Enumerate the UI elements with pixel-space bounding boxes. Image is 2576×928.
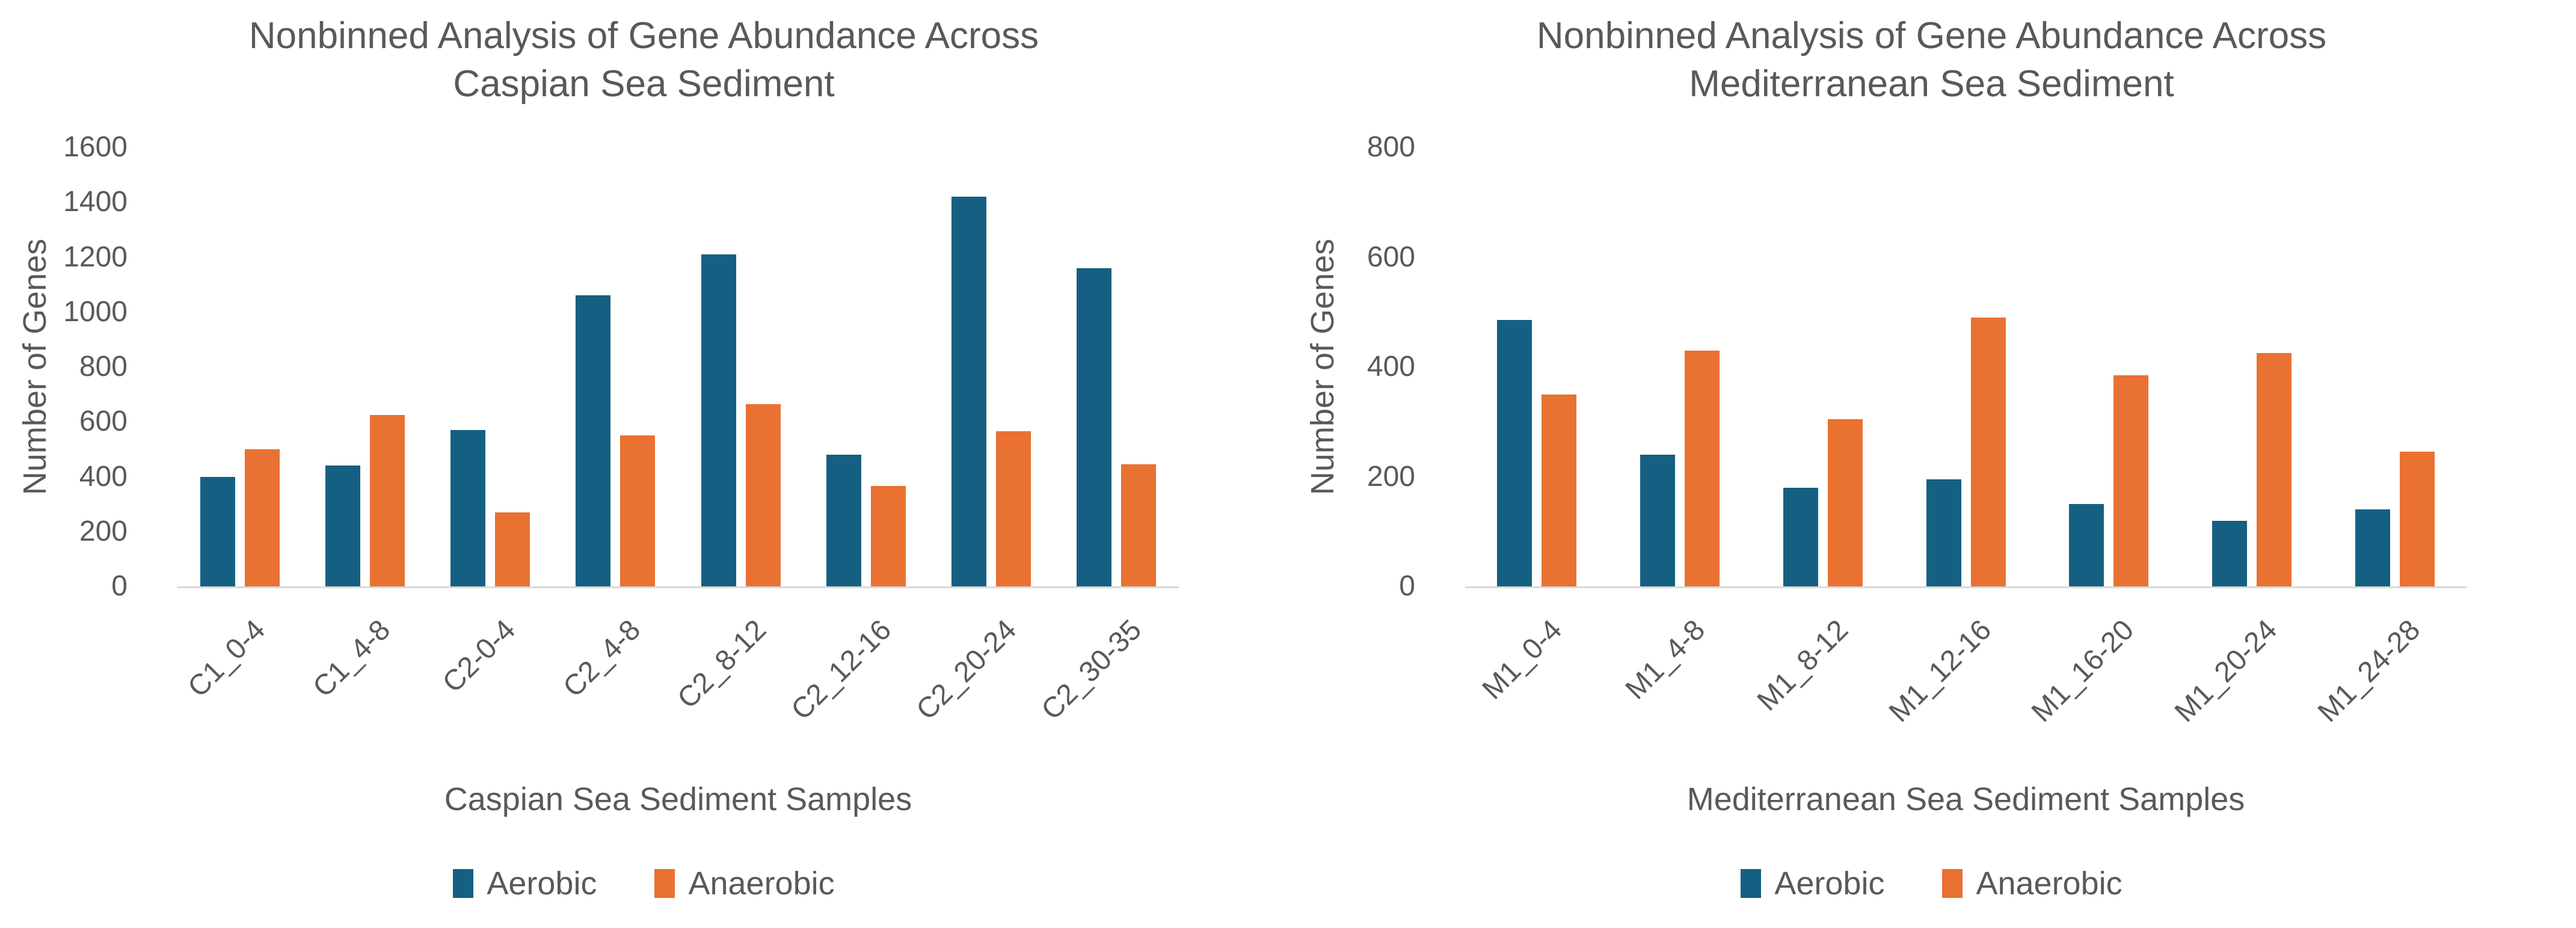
plot-area [177,147,1179,588]
bar-anaerobic-C2-0-4[interactable] [495,512,530,586]
bar-group-C2_4-8 [553,147,678,586]
bars-container [1465,147,2467,586]
y-tick-label: 1200 [63,241,128,273]
y-tick-label: 400 [79,460,128,493]
bar-anaerobic-M1_0-4[interactable] [1541,394,1576,586]
bar-group-C2_30-35 [1054,147,1179,586]
bar-aerobic-M1_24-28[interactable] [2355,509,2391,586]
y-tick-label: 1600 [63,131,128,163]
bar-group-M1_24-28 [2323,147,2467,586]
legend-label-anaerobic: Anaerobic [1976,865,2123,902]
bar-aerobic-M1_16-20[interactable] [2069,504,2104,586]
y-axis-tick-labels: 0 200 400 600 800 [1288,131,1439,602]
bar-aerobic-C2_12-16[interactable] [826,455,861,586]
bar-anaerobic-M1_4-8[interactable] [1684,350,1720,586]
x-axis-labels: C1_0-4 C1_4-8 C2-0-4 C2_4-8 C2_8-12 C2_12-16 C… [177,600,1179,781]
aerobic-swatch-icon [453,869,474,898]
y-tick-label: 200 [79,515,128,547]
aerobic-swatch-icon [1741,869,1762,898]
y-tick-label: 1400 [63,186,128,218]
bar-group-M1_0-4 [1465,147,1608,586]
bar-group-C1_4-8 [303,147,428,586]
bars-container [177,147,1179,586]
chart-title-line1: Nonbinned Analysis of Gene Abundance Acr… [1536,15,2327,57]
chart-title-line1: Nonbinned Analysis of Gene Abundance Acr… [248,15,1039,57]
y-tick-label: 800 [79,351,128,383]
y-tick-label: 200 [1366,460,1415,493]
y-tick-label: 400 [1366,351,1415,383]
bar-group-M1_20-24 [2180,147,2323,586]
chart-title: Nonbinned Analysis of Gene Abundance Acr… [0,12,1288,108]
legend-item-aerobic[interactable]: Aerobic [1741,865,1884,902]
legend-label-aerobic: Aerobic [487,865,597,902]
anaerobic-swatch-icon [654,869,675,898]
bar-aerobic-C2-0-4[interactable] [450,429,486,586]
legend-item-aerobic[interactable]: Aerobic [453,865,597,902]
bar-aerobic-C1_4-8[interactable] [325,466,361,586]
bar-aerobic-C2_8-12[interactable] [701,254,736,586]
y-tick-label: 600 [79,405,128,438]
bar-aerobic-C2_20-24[interactable] [951,197,986,586]
bar-group-C2-0-4 [428,147,553,586]
bar-group-C2_20-24 [929,147,1054,586]
bar-aerobic-M1_12-16[interactable] [1926,479,1961,586]
plot-area [1465,147,2467,588]
bar-anaerobic-C1_0-4[interactable] [245,449,280,586]
y-tick-label: 0 [111,570,128,602]
bar-anaerobic-M1_8-12[interactable] [1827,419,1863,586]
bar-group-M1_12-16 [1895,147,2038,586]
chart-title: Nonbinned Analysis of Gene Abundance Acr… [1288,12,2575,108]
x-axis-title: Mediterranean Sea Sediment Samples [1686,781,2245,817]
x-axis-title: Caspian Sea Sediment Samples [444,781,912,817]
legend: Aerobic Anaerobic [1288,865,2575,902]
bar-anaerobic-C2_30-35[interactable] [1120,464,1156,586]
bar-anaerobic-C2_4-8[interactable] [620,435,656,586]
bar-aerobic-M1_0-4[interactable] [1496,320,1532,586]
bar-anaerobic-C2_8-12[interactable] [745,404,781,586]
bar-aerobic-M1_20-24[interactable] [2212,520,2248,586]
bar-aerobic-C2_30-35[interactable] [1076,268,1111,586]
bar-group-M1_16-20 [2037,147,2180,586]
bar-group-C2_12-16 [804,147,929,586]
legend-item-anaerobic[interactable]: Anaerobic [654,865,835,902]
bar-group-M1_4-8 [1608,147,1751,586]
legend-label-aerobic: Aerobic [1774,865,1885,902]
bar-anaerobic-M1_16-20[interactable] [2113,375,2149,586]
x-axis-labels: M1_0-4 M1_4-8 M1_8-12 M1_12-16 M1_16-20 M1_20… [1465,600,2467,781]
y-axis-tick-labels: 0 200 400 600 800 1000 1200 1400 1600 [0,131,152,602]
chart-title-line2: Mediterranean Sea Sediment [1689,63,2174,105]
bar-aerobic-M1_8-12[interactable] [1783,487,1818,586]
caspian-chart: Nonbinned Analysis of Gene Abundance Acr… [0,12,1288,902]
bar-group-M1_8-12 [1751,147,1895,586]
y-tick-label: 600 [1366,241,1415,273]
bar-aerobic-M1_4-8[interactable] [1640,455,1675,586]
chart-title-line2: Caspian Sea Sediment [453,63,835,105]
bar-anaerobic-C2_20-24[interactable] [995,431,1031,586]
mediterranean-chart: Nonbinned Analysis of Gene Abundance Acr… [1288,0,2575,928]
bar-group-C1_0-4 [177,147,303,586]
bar-group-C2_8-12 [678,147,804,586]
anaerobic-swatch-icon [1942,869,1963,898]
bar-anaerobic-C2_12-16[interactable] [870,486,906,586]
y-tick-label: 1000 [63,295,128,328]
bar-aerobic-C1_0-4[interactable] [200,476,236,586]
legend-item-anaerobic[interactable]: Anaerobic [1942,865,2123,902]
legend: Aerobic Anaerobic [0,865,1288,902]
bar-aerobic-C2_4-8[interactable] [576,295,611,586]
bar-anaerobic-M1_24-28[interactable] [2400,452,2435,586]
bar-anaerobic-C1_4-8[interactable] [370,414,405,586]
y-tick-label: 800 [1366,131,1415,163]
bar-anaerobic-M1_20-24[interactable] [2257,353,2292,586]
y-tick-label: 0 [1399,570,1415,602]
legend-label-anaerobic: Anaerobic [688,865,835,902]
bar-anaerobic-M1_12-16[interactable] [1970,317,2006,586]
